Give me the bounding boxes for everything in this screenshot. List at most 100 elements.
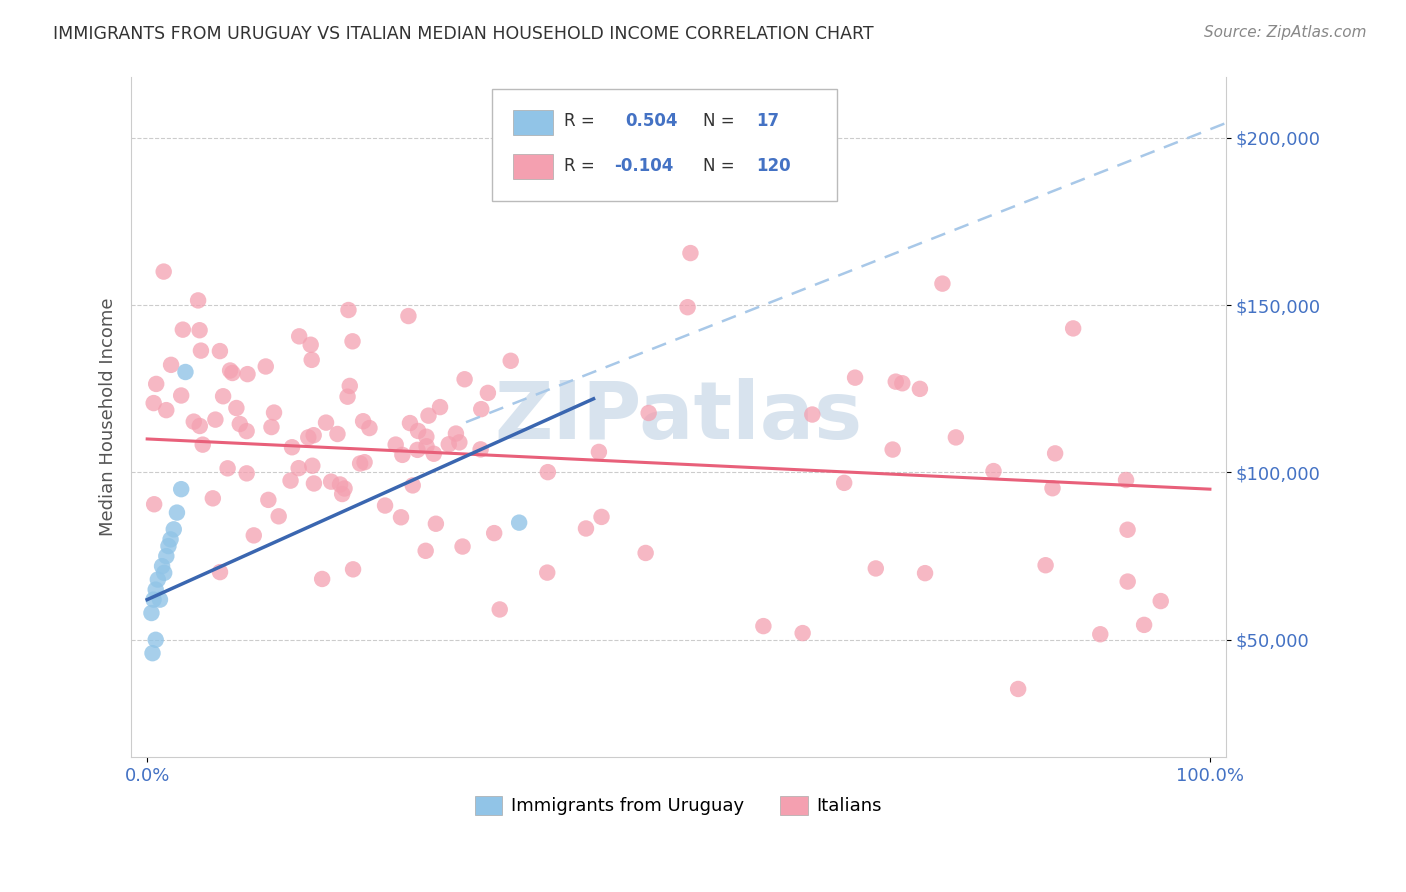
Point xyxy=(225,401,247,415)
Point xyxy=(235,467,257,481)
Point xyxy=(415,439,437,453)
Point xyxy=(396,309,419,323)
Point xyxy=(391,448,413,462)
Point xyxy=(406,424,429,438)
Point xyxy=(155,403,177,417)
Point xyxy=(1115,473,1137,487)
Point xyxy=(187,293,209,308)
Point xyxy=(152,264,174,278)
Point xyxy=(844,370,866,384)
Point xyxy=(508,516,530,530)
Point xyxy=(229,417,252,431)
Point xyxy=(287,461,309,475)
Point xyxy=(208,565,231,579)
Point xyxy=(141,646,163,660)
Point xyxy=(536,566,558,580)
Point xyxy=(891,376,914,391)
Point xyxy=(634,546,657,560)
Point xyxy=(191,437,214,451)
Point xyxy=(384,437,406,451)
Point xyxy=(172,323,194,337)
Point xyxy=(1090,627,1112,641)
Text: IMMIGRANTS FROM URUGUAY VS ITALIAN MEDIAN HOUSEHOLD INCOME CORRELATION CHART: IMMIGRANTS FROM URUGUAY VS ITALIAN MEDIA… xyxy=(53,25,875,43)
Point xyxy=(359,421,381,435)
Point xyxy=(1043,446,1066,460)
Point xyxy=(406,442,429,457)
Text: Source: ZipAtlas.com: Source: ZipAtlas.com xyxy=(1204,25,1367,40)
Point xyxy=(311,572,333,586)
Point xyxy=(352,414,374,428)
Point xyxy=(488,602,510,616)
Point xyxy=(444,426,467,441)
Point xyxy=(423,447,446,461)
Point xyxy=(263,406,285,420)
Point xyxy=(333,482,356,496)
Point xyxy=(329,477,352,491)
Point xyxy=(453,372,475,386)
Point xyxy=(159,533,181,547)
Point xyxy=(217,461,239,475)
Point xyxy=(188,419,211,434)
Point xyxy=(301,352,323,367)
Point xyxy=(374,499,396,513)
Point xyxy=(353,455,375,469)
Point xyxy=(1116,574,1139,589)
Point xyxy=(832,475,855,490)
Point xyxy=(212,389,235,403)
Point xyxy=(299,337,322,351)
Point xyxy=(591,510,613,524)
Point xyxy=(149,592,172,607)
Point xyxy=(884,375,907,389)
Point xyxy=(204,412,226,426)
Point xyxy=(1150,594,1173,608)
Point xyxy=(470,442,492,457)
Point xyxy=(792,626,814,640)
Point xyxy=(257,492,280,507)
Point xyxy=(865,561,887,575)
Point xyxy=(425,516,447,531)
Point xyxy=(477,385,499,400)
Point xyxy=(588,445,610,459)
Y-axis label: Median Household Income: Median Household Income xyxy=(100,298,117,536)
Point xyxy=(801,408,824,422)
Point xyxy=(637,406,659,420)
Point xyxy=(1035,558,1057,573)
Point xyxy=(575,521,598,535)
Point xyxy=(183,415,205,429)
Point xyxy=(1062,321,1084,335)
Point xyxy=(1007,681,1029,696)
Point xyxy=(389,510,412,524)
Point xyxy=(402,478,425,492)
Point xyxy=(145,582,167,597)
Point xyxy=(267,509,290,524)
Point xyxy=(337,303,360,318)
Point xyxy=(155,549,177,563)
Point xyxy=(908,382,931,396)
Text: N =: N = xyxy=(703,112,734,130)
Point xyxy=(1133,618,1156,632)
Point xyxy=(163,522,186,536)
Point xyxy=(330,487,353,501)
Point xyxy=(437,437,460,451)
Point xyxy=(141,606,163,620)
Point xyxy=(260,420,283,434)
Point xyxy=(281,440,304,454)
Point xyxy=(537,465,560,479)
Point xyxy=(157,539,180,553)
Point xyxy=(931,277,953,291)
Point xyxy=(449,435,471,450)
Point xyxy=(1116,523,1139,537)
Point xyxy=(208,344,231,359)
Point xyxy=(280,474,302,488)
Point xyxy=(174,365,197,379)
Text: 17: 17 xyxy=(756,112,779,130)
Point xyxy=(429,400,451,414)
Point xyxy=(470,402,492,417)
Text: R =: R = xyxy=(564,112,595,130)
Point xyxy=(676,300,699,314)
Point xyxy=(188,323,211,337)
Point xyxy=(166,506,188,520)
Point xyxy=(326,427,349,442)
Point xyxy=(170,482,193,496)
Point xyxy=(1042,481,1064,495)
